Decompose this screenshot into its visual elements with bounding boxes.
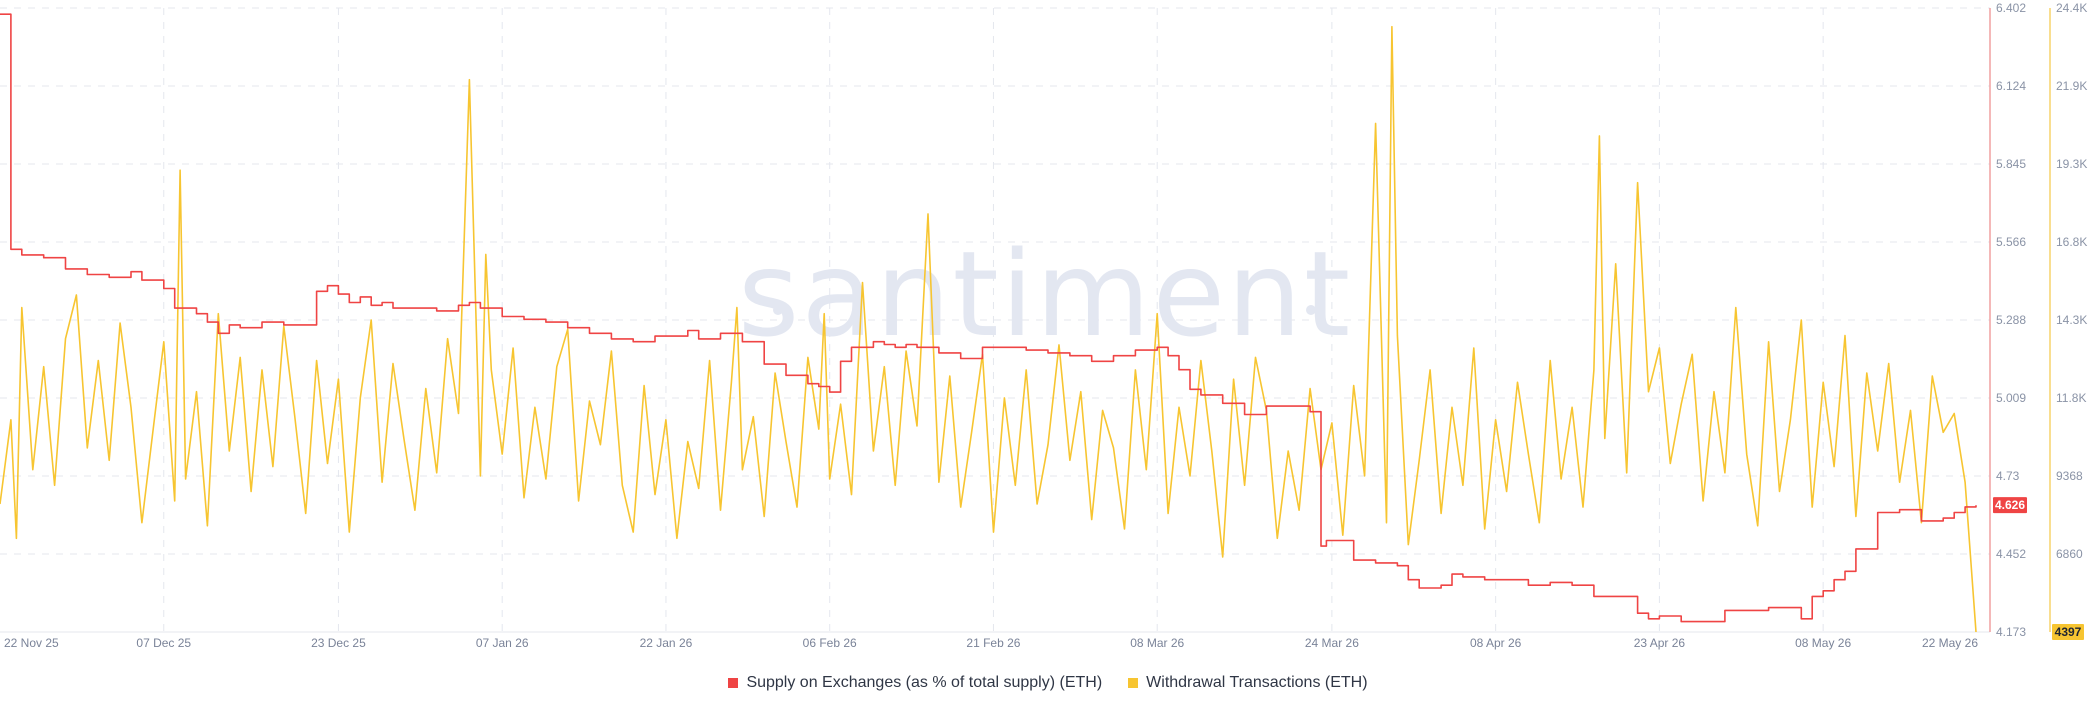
left-axis-tick-label: 6.124: [1996, 79, 2026, 93]
watermark-text: santiment: [738, 225, 1352, 363]
right-axis-tick-label: 9368: [2056, 469, 2083, 483]
x-axis-tick-label: 23 Apr 26: [1634, 636, 1686, 650]
x-axis-tick-label: 07 Dec 25: [136, 636, 191, 650]
x-axis-tick-label: 21 Feb 26: [966, 636, 1020, 650]
badge-layer: 4.626 4397: [1993, 497, 2084, 640]
series-line-supply: [0, 13, 1977, 623]
x-axis-tick-label: 22 Nov 25: [4, 636, 59, 650]
right-axis-tick-label: 24.4K: [2056, 1, 2087, 15]
x-axis-tick-label: 22 Jan 26: [640, 636, 693, 650]
left-axis-tick-label: 6.402: [1996, 1, 2026, 15]
left-axis-tick-label: 4.73: [1996, 469, 2020, 483]
x-axis-tick-label: 08 Apr 26: [1470, 636, 1522, 650]
withdrawals-last-value-badge: [2052, 624, 2084, 640]
legend: Supply on Exchanges (as % of total suppl…: [0, 672, 2096, 694]
x-axis-tick-label: 22 May 26: [1922, 636, 1978, 650]
left-axis-tick-label: 5.009: [1996, 391, 2026, 405]
watermark-dot-right: [1306, 305, 1316, 315]
right-axis-tick-label: 16.8K: [2056, 235, 2087, 249]
series-line-withdrawals: [0, 25, 1977, 633]
x-axis-tick-label: 23 Dec 25: [311, 636, 366, 650]
legend-item-supply[interactable]: Supply on Exchanges (as % of total suppl…: [728, 674, 1102, 692]
right-axis-tick-label: 6860: [2056, 547, 2083, 561]
series-layer: [0, 13, 1977, 633]
watermark-dot-left: [773, 305, 783, 315]
right-axis-tick-label: 21.9K: [2056, 79, 2087, 93]
legend-swatch-supply: [728, 678, 739, 688]
right-axis-tick-label: 11.8K: [2056, 391, 2086, 405]
left-axis-tick-label: 5.288: [1996, 313, 2026, 327]
legend-item-withdrawals[interactable]: Withdrawal Transactions (ETH): [1128, 674, 1368, 692]
legend-swatch-withdrawals: [1128, 678, 1139, 688]
legend-label-supply: Supply on Exchanges (as % of total suppl…: [746, 674, 1103, 691]
legend-label-withdrawals: Withdrawal Transactions (ETH): [1146, 674, 1368, 691]
left-axis-tick-label: 4.452: [1996, 547, 2026, 561]
supply-last-value-badge: [1993, 497, 2027, 514]
right-axis-tick-label: 14.3K: [2056, 313, 2087, 327]
right-axis-tick-label: 19.3K: [2056, 157, 2087, 171]
x-axis-tick-label: 24 Mar 26: [1305, 636, 1359, 650]
withdrawals-last-value-text: 4397: [2055, 625, 2082, 639]
x-axis-tick-label: 07 Jan 26: [476, 636, 529, 650]
left-axis-tick-label: 5.845: [1996, 157, 2026, 171]
x-axis-tick-label: 06 Feb 26: [803, 636, 857, 650]
left-axis-tick-label: 4.173: [1996, 625, 2026, 639]
supply-last-value-text: 4.626: [1995, 498, 2025, 512]
left-axis-tick-label: 5.566: [1996, 235, 2026, 249]
x-axis-tick-label: 08 May 26: [1795, 636, 1851, 650]
x-axis-tick-label: 08 Mar 26: [1130, 636, 1184, 650]
